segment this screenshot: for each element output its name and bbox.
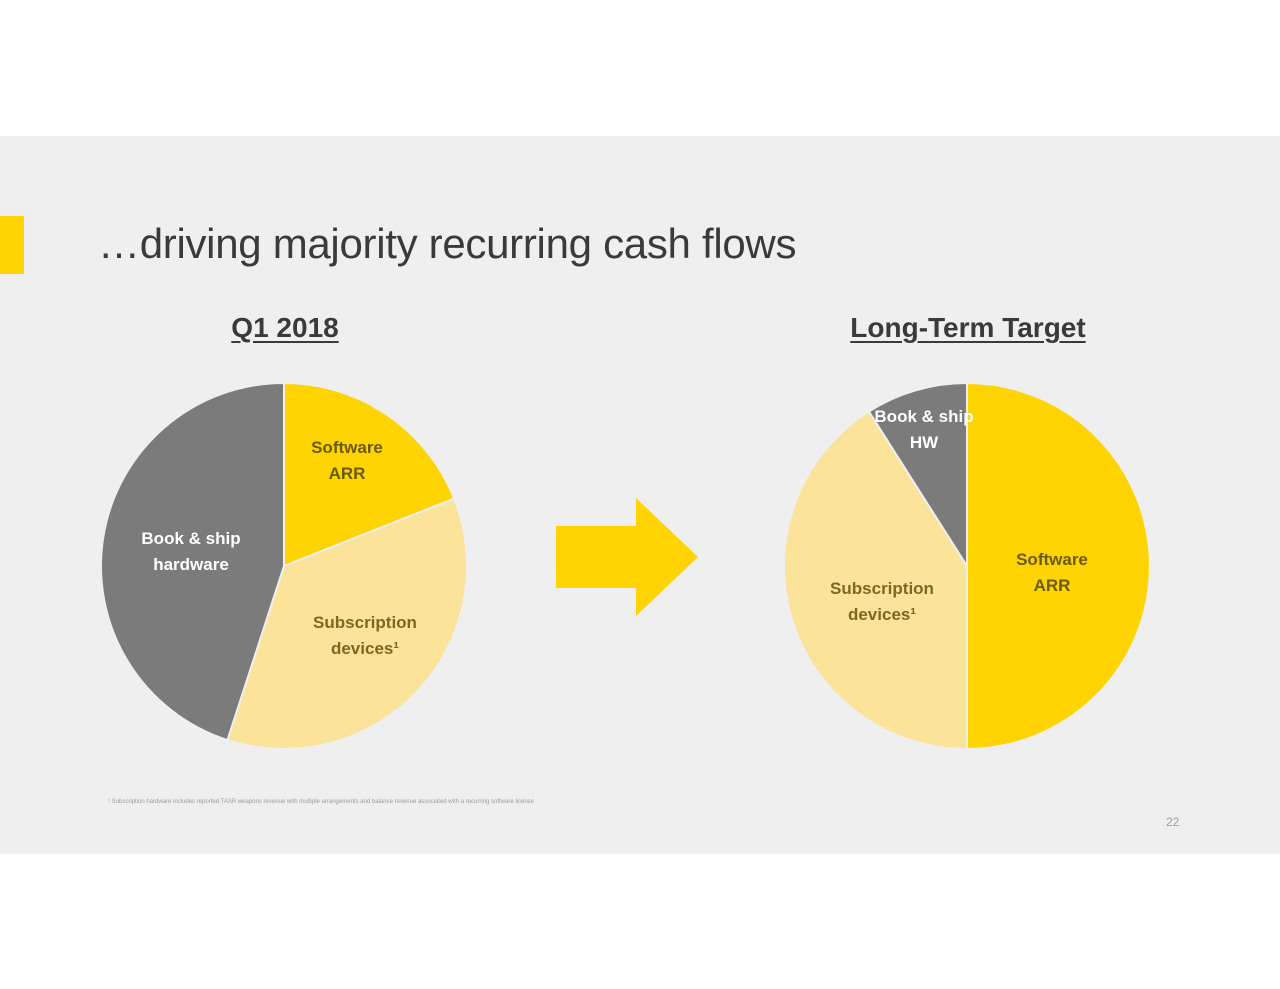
pie-label-book-ship-hardware: Book & ship hardware [141, 529, 240, 574]
pie-chart-long-term-target: Software ARR Subscription devices¹ Book & sh… [783, 381, 1151, 751]
pie-slice-software-arr [283, 381, 456, 568]
pie-slice-book-ship-hardware [100, 381, 285, 742]
slide-title: …driving majority recurring cash flows [98, 220, 797, 267]
pie-label-subscription-devices: Subscription devices¹ [313, 613, 417, 658]
accent-bar [0, 216, 24, 274]
pie-slice-subscription-devices [783, 410, 968, 751]
pie-chart-q1-2018: Software ARR Subscription devices¹ Book & sh… [100, 381, 468, 750]
pie-slice-subscription-devices [226, 497, 468, 750]
chart-title-long-term-target: Long-Term Target [850, 312, 1086, 343]
chart-title-q1-2018: Q1 2018 [231, 312, 339, 343]
right-arrow-icon [556, 498, 698, 616]
pie-label-software-arr: Software ARR [311, 438, 383, 483]
footnote: ¹ Subscription hardware includes reporte… [108, 799, 535, 805]
pie-slice-book-ship-hw [867, 381, 968, 570]
pie-slice-software-arr [966, 381, 1151, 751]
pie-label-book-ship-hw: Book & ship HW [874, 407, 973, 452]
page-number: 22 [1166, 815, 1180, 829]
slide: …driving majority recurring cash flows Q… [0, 136, 1280, 854]
pie-label-software-arr: Software ARR [1016, 550, 1088, 595]
pie-label-subscription-devices: Subscription devices¹ [830, 579, 934, 624]
